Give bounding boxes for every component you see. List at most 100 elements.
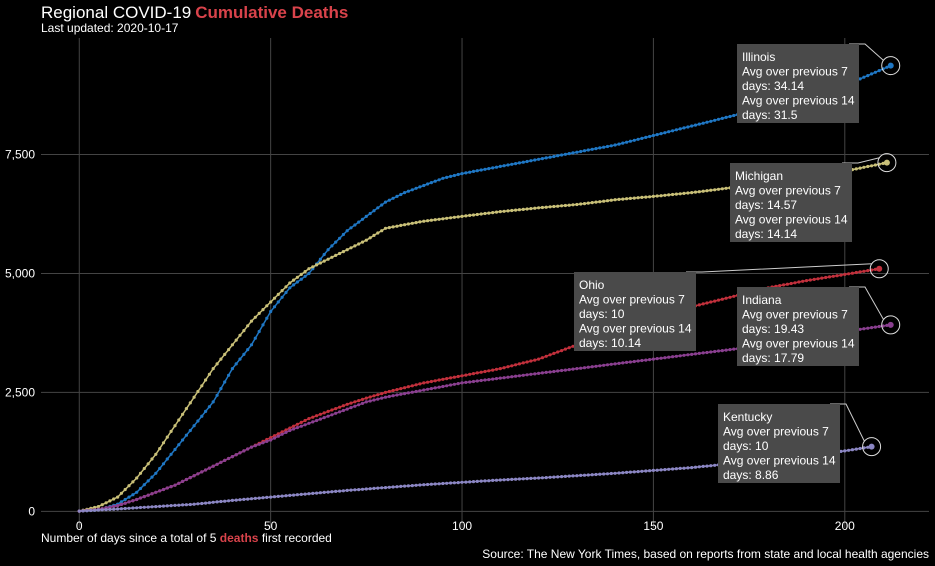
data-point-indiana	[119, 502, 123, 506]
data-point-kentucky	[299, 492, 303, 496]
endpoint-ring-ohio[interactable]	[869, 259, 889, 279]
data-point-illinois	[299, 277, 303, 281]
data-point-illinois	[414, 186, 418, 190]
endpoint-ring-kentucky[interactable]	[862, 437, 882, 457]
data-point-michigan	[862, 165, 866, 169]
data-point-michigan	[594, 200, 598, 204]
data-point-kentucky	[544, 476, 548, 480]
data-point-michigan	[445, 216, 449, 220]
annotation-box-indiana	[737, 287, 859, 366]
data-point-indiana	[330, 413, 334, 417]
data-point-kentucky	[548, 475, 552, 479]
data-point-michigan	[521, 207, 525, 211]
data-point-michigan	[349, 246, 353, 250]
data-point-illinois	[345, 229, 349, 233]
data-point-indiana	[885, 323, 889, 327]
data-point-michigan	[560, 204, 564, 208]
data-point-indiana	[303, 423, 307, 427]
data-point-indiana	[196, 472, 200, 476]
endpoint-ring-indiana[interactable]	[881, 315, 901, 335]
data-point-kentucky	[146, 505, 150, 509]
data-point-michigan	[548, 205, 552, 209]
data-point-michigan	[161, 441, 166, 445]
endpoint-ring-michigan[interactable]	[877, 153, 897, 173]
data-point-illinois	[651, 133, 656, 138]
data-point-michigan	[418, 220, 422, 224]
data-point-michigan	[479, 212, 483, 216]
data-point-ohio	[793, 281, 797, 285]
data-point-illinois	[728, 114, 732, 119]
data-point-illinois	[877, 69, 881, 73]
data-point-ohio	[406, 385, 410, 389]
data-point-indiana	[716, 349, 721, 353]
data-point-illinois	[334, 240, 338, 244]
data-point-michigan	[625, 197, 629, 201]
data-point-indiana	[249, 445, 254, 449]
annotation-line-michigan: Avg over previous 7	[735, 184, 841, 198]
data-point-michigan	[426, 219, 430, 223]
data-point-ohio	[843, 272, 847, 276]
data-point-illinois	[135, 490, 139, 494]
data-point-indiana	[640, 358, 644, 363]
data-point-illinois	[464, 171, 468, 175]
data-point-indiana	[334, 411, 338, 415]
annotation-line-indiana: Avg over previous 7	[742, 308, 848, 322]
data-point-illinois	[579, 149, 583, 154]
data-point-illinois	[280, 295, 284, 299]
data-point-michigan	[249, 319, 254, 323]
data-point-illinois	[483, 167, 487, 171]
data-point-indiana	[705, 350, 709, 355]
annotation-line-illinois: days: 34.14	[742, 79, 804, 93]
data-point-michigan	[234, 338, 238, 342]
data-point-kentucky	[617, 471, 621, 475]
data-point-kentucky	[632, 470, 636, 474]
data-point-ohio	[713, 299, 717, 303]
data-point-michigan	[211, 367, 215, 371]
annotation-line-kentucky: days: 10	[723, 439, 769, 453]
data-point-michigan	[341, 250, 345, 254]
data-point-kentucky	[590, 473, 594, 477]
data-point-illinois	[537, 157, 541, 161]
data-point-michigan	[525, 207, 529, 211]
data-point-kentucky	[181, 503, 185, 507]
data-point-kentucky	[414, 483, 418, 487]
data-point-indiana	[399, 392, 403, 396]
endpoint-ring-illinois[interactable]	[881, 56, 901, 76]
data-point-michigan	[93, 505, 97, 510]
data-point-kentucky	[303, 492, 307, 496]
data-point-michigan	[383, 226, 388, 230]
data-point-michigan	[269, 300, 273, 304]
data-point-indiana	[353, 404, 357, 408]
data-point-illinois	[648, 134, 652, 139]
data-point-michigan	[165, 435, 169, 439]
data-point-illinois	[177, 443, 181, 447]
data-point-ohio	[456, 374, 460, 379]
data-point-kentucky	[713, 463, 717, 467]
data-point-kentucky	[598, 472, 602, 476]
data-point-ohio	[334, 407, 338, 411]
data-point-ohio	[801, 279, 805, 283]
annotation-title-kentucky: Kentucky	[723, 410, 772, 424]
chart-title: Regional COVID-19 Cumulative Deaths	[41, 3, 348, 23]
data-point-illinois	[211, 400, 215, 404]
data-point-kentucky	[265, 495, 269, 499]
data-point-michigan	[671, 192, 675, 197]
data-point-michigan	[142, 466, 146, 471]
data-point-illinois	[146, 479, 150, 483]
data-point-ohio	[445, 377, 449, 381]
data-point-michigan	[284, 285, 288, 289]
data-point-indiana	[521, 373, 525, 377]
data-point-ohio	[269, 436, 273, 440]
data-point-kentucky	[272, 495, 277, 499]
data-point-michigan	[598, 200, 602, 204]
data-point-kentucky	[843, 449, 847, 453]
data-point-indiana	[479, 378, 483, 383]
data-point-kentucky	[380, 486, 384, 490]
data-point-illinois	[690, 124, 694, 128]
annotation-line-ohio: days: 10.14	[579, 336, 641, 350]
data-point-illinois	[502, 164, 506, 168]
data-point-illinois	[521, 160, 525, 164]
data-point-kentucky	[525, 477, 529, 481]
data-point-kentucky	[188, 502, 192, 507]
data-point-kentucky	[625, 470, 629, 474]
